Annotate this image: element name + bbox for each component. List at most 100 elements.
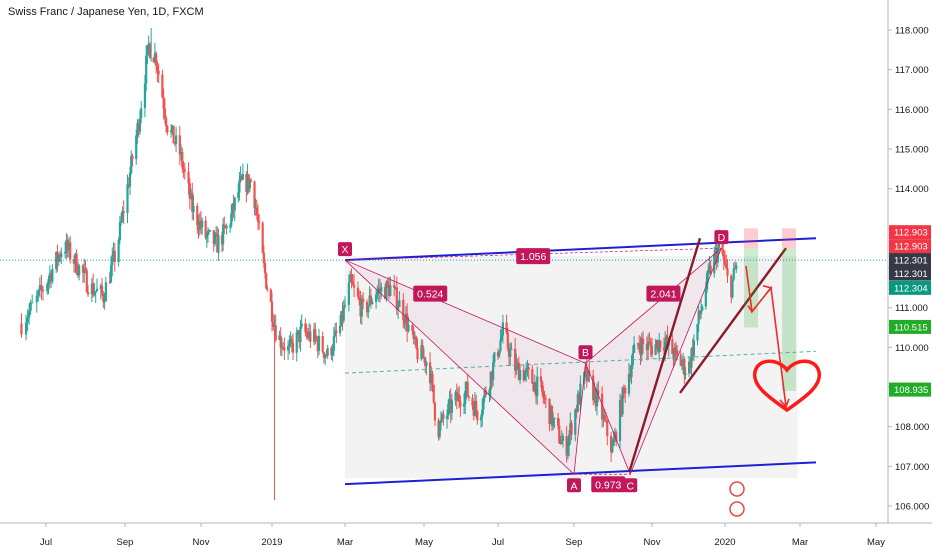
ratio-label-box [646, 285, 681, 302]
candle-body [26, 317, 29, 323]
candle-body [128, 172, 132, 187]
candle-body [367, 305, 370, 313]
candle-body [398, 299, 401, 307]
candle-body [705, 272, 709, 291]
price-tick-label: 115.000 [895, 145, 929, 156]
candle-body [659, 340, 662, 348]
candle-body [300, 323, 303, 327]
candle-body [433, 402, 437, 421]
candle-body [86, 292, 90, 295]
mid-channel-line [344, 350, 817, 374]
time-tick-label: Nov [193, 537, 210, 548]
candle-body [109, 265, 113, 283]
time-tick-label: Mar [337, 537, 353, 548]
candle-body [560, 440, 563, 444]
candle-body [220, 235, 224, 245]
pattern-point-label-box [623, 478, 638, 493]
candle-body [526, 367, 529, 369]
candle-body [395, 287, 398, 310]
candle-body [286, 345, 290, 351]
candle-body [676, 350, 679, 355]
candle-body [632, 344, 636, 354]
candle-body [213, 233, 217, 245]
candle-body [406, 313, 409, 332]
candle-body [532, 383, 535, 392]
candle-body [394, 287, 397, 289]
candle-body [315, 337, 318, 340]
candle-body [531, 369, 534, 384]
candle-body [517, 362, 520, 381]
candle-body [35, 295, 38, 303]
candle-body [356, 287, 360, 297]
candle-body [349, 274, 352, 283]
candle-body [76, 273, 79, 276]
candle-body [374, 294, 378, 302]
candle-body [306, 333, 309, 338]
event-marker-icon [729, 481, 745, 497]
candle-body [701, 306, 704, 311]
candle-body [67, 242, 71, 250]
candle-body [593, 389, 596, 401]
candle-body [131, 155, 134, 160]
candle-body [258, 221, 261, 224]
price-tag [889, 225, 931, 240]
candle-body [447, 403, 450, 416]
candle-body [199, 220, 203, 228]
candle-body [201, 220, 204, 228]
candle-body [449, 398, 452, 413]
candle-body [179, 151, 183, 155]
candle-body [85, 270, 88, 293]
candle-body [516, 362, 519, 364]
candle-body [472, 405, 475, 416]
candle-body [102, 293, 105, 302]
candle-body [369, 295, 373, 304]
candle-body [269, 289, 272, 302]
candle-body [280, 347, 283, 349]
candle-body [733, 268, 737, 270]
candle-body [137, 122, 140, 132]
candle-body [224, 226, 227, 229]
candle-body [384, 287, 387, 300]
candle-body [412, 330, 415, 340]
candle-body [66, 240, 69, 250]
candle-body [256, 215, 260, 222]
candle-body [208, 230, 211, 232]
candle-body [20, 323, 23, 335]
candle-body [161, 74, 164, 98]
candle-body [188, 183, 191, 199]
candle-body [544, 398, 547, 400]
price-tag [889, 266, 931, 281]
candle-body [380, 287, 383, 292]
candle-body [40, 284, 43, 290]
price-tick-label: 118.000 [895, 26, 929, 37]
price-tag-label: 110.515 [894, 322, 928, 333]
candle-body [289, 339, 292, 345]
candle-body [630, 365, 633, 378]
candle-body [671, 339, 674, 355]
candle-body [230, 213, 233, 226]
candle-body [411, 324, 414, 331]
candle-body [558, 425, 561, 443]
candle-body [100, 285, 104, 294]
price-tag [889, 382, 931, 397]
candle-body [350, 274, 353, 282]
candle-body [312, 329, 316, 342]
price-tag-label: 112.903 [894, 228, 928, 239]
candle-body [140, 108, 143, 119]
candle-body [579, 383, 582, 405]
candle-body [279, 335, 282, 348]
candle-body [430, 373, 433, 384]
candle-body [196, 205, 199, 225]
candle-body [51, 268, 54, 282]
candle-body [437, 420, 440, 437]
candle-body [118, 222, 122, 240]
candle-body [282, 347, 285, 349]
candle-body [450, 400, 454, 413]
price-tag-label: 108.935 [894, 385, 928, 396]
candle-body [309, 331, 312, 342]
candle-body [254, 207, 257, 209]
candle-body [163, 108, 166, 118]
candle-body [143, 83, 147, 109]
candle-body [656, 340, 660, 352]
candle-body [431, 373, 434, 385]
